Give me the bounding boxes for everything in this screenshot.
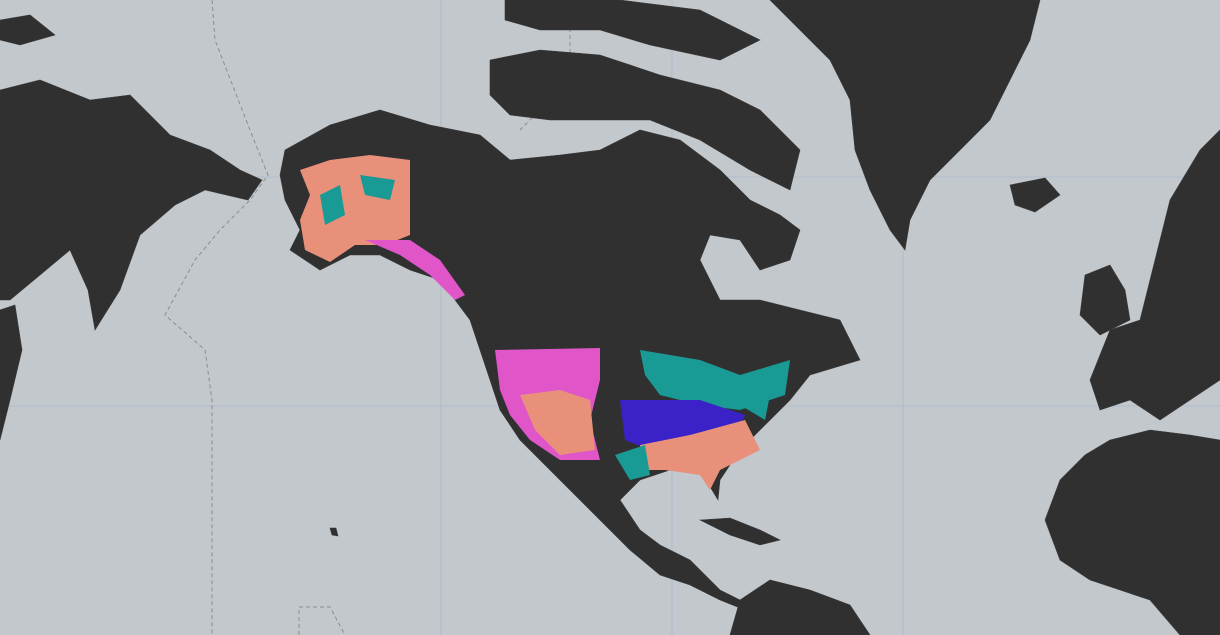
landmass-europe: [1089, 129, 1220, 421]
data-overlay-layer[interactable]: [300, 155, 790, 490]
overlay-northeast-us: [640, 350, 790, 410]
landmass-africa: [1044, 429, 1220, 635]
overlay-central-us: [620, 400, 745, 450]
landmass-asia: [0, 79, 263, 331]
landmass-greenland: [769, 0, 1041, 251]
overlay-southeast-us: [640, 420, 760, 490]
landmass-south-america: [729, 579, 871, 635]
